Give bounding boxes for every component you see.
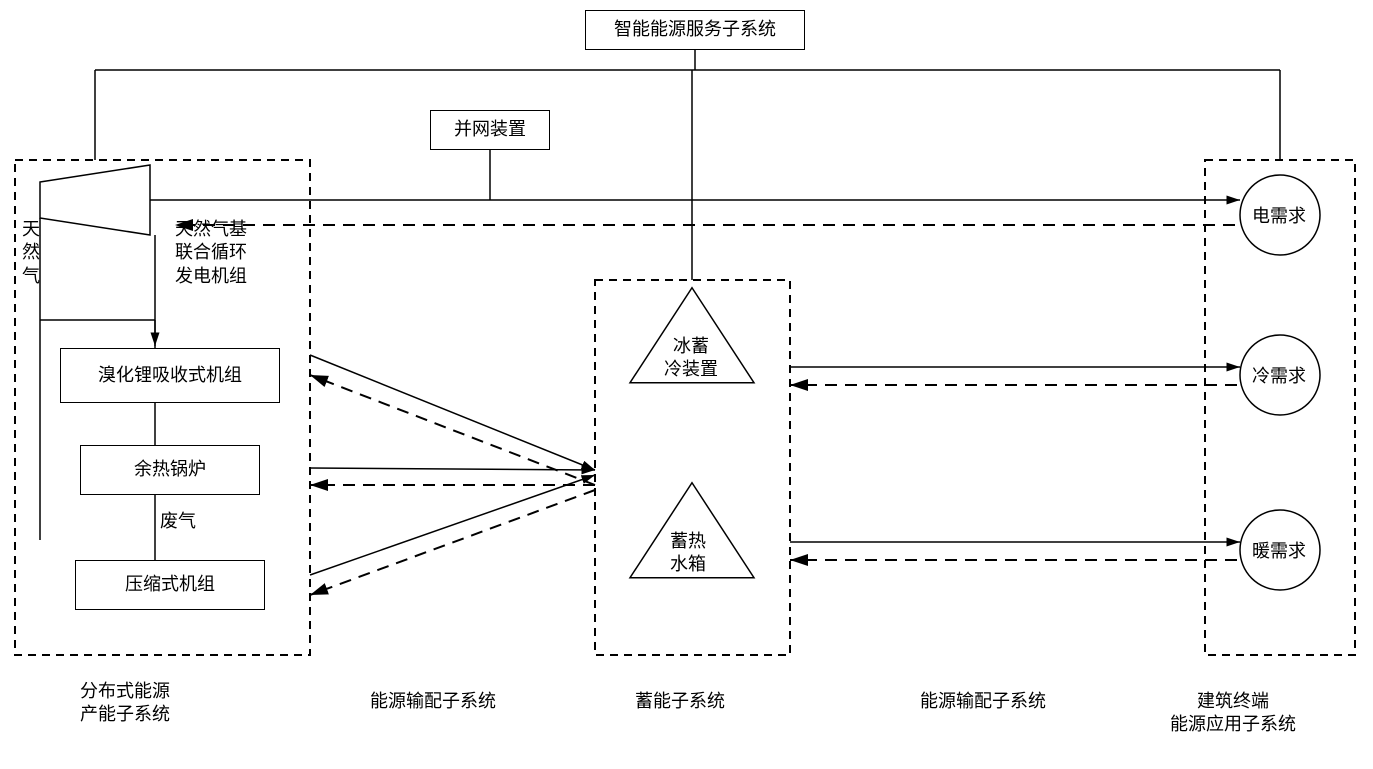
waste-heat-boiler-label: 余热锅炉 xyxy=(134,459,206,481)
grid-device-label: 并网装置 xyxy=(454,119,526,141)
storage-caption: 蓄能子系统 xyxy=(635,690,725,713)
libr-unit-box: 溴化锂吸收式机组 xyxy=(60,348,280,403)
right-caption: 建筑终端 能源应用子系统 xyxy=(1170,690,1296,737)
natural-gas-label: 天 然 气 xyxy=(22,218,40,288)
hot-water-label: 蓄热 水箱 xyxy=(670,530,706,577)
ice-storage-label: 冰蓄 冷装置 xyxy=(664,335,718,382)
turbine-shape xyxy=(40,165,150,235)
top-system-label: 智能能源服务子系统 xyxy=(614,19,776,41)
libr-unit-label: 溴化锂吸收式机组 xyxy=(98,365,242,387)
grid-device-box: 并网装置 xyxy=(430,110,550,150)
elec-demand-label: 电需求 xyxy=(1252,205,1306,228)
heat-demand-label: 暖需求 xyxy=(1252,540,1306,563)
transmission1-caption: 能源输配子系统 xyxy=(370,690,496,713)
top-system-box: 智能能源服务子系统 xyxy=(585,10,805,50)
right-subsystem-frame xyxy=(1205,160,1355,655)
transmission2-caption: 能源输配子系统 xyxy=(920,690,1046,713)
left-caption: 分布式能源 产能子系统 xyxy=(80,680,170,727)
waste-gas-label: 废气 xyxy=(160,510,196,533)
compressor-unit-box: 压缩式机组 xyxy=(75,560,265,610)
waste-heat-boiler-box: 余热锅炉 xyxy=(80,445,260,495)
compressor-unit-label: 压缩式机组 xyxy=(125,574,215,596)
cool-demand-label: 冷需求 xyxy=(1252,365,1306,388)
generator-label: 天然气基 联合循环 发电机组 xyxy=(175,218,247,288)
